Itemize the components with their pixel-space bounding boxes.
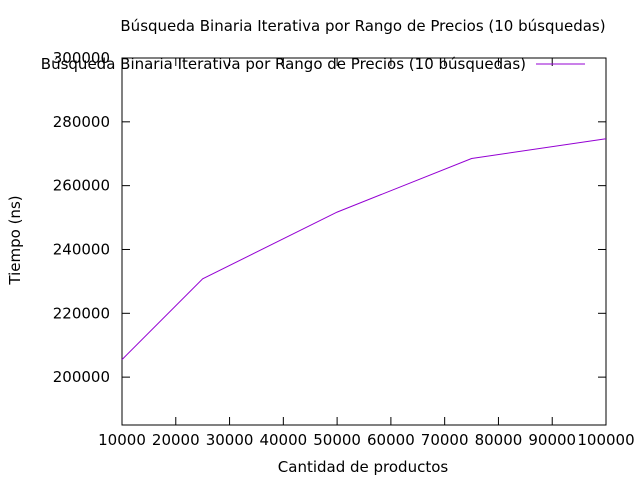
- y-axis-label: Tiempo (ns): [6, 195, 24, 285]
- x-tick-label: 100000: [577, 431, 634, 449]
- y-axis: 200000 220000 240000 260000 280000 300000: [53, 49, 606, 386]
- x-tick-label: 20000: [152, 431, 200, 449]
- y-tick-label: 300000: [53, 49, 110, 67]
- legend-label: Búsqueda Binaria Iterativa por Rango de …: [41, 55, 526, 73]
- x-tick-label: 90000: [528, 431, 576, 449]
- legend: Búsqueda Binaria Iterativa por Rango de …: [41, 55, 585, 73]
- plot-frame: [121, 57, 607, 426]
- y-tick-label: 240000: [53, 240, 110, 258]
- x-tick-label: 50000: [313, 431, 361, 449]
- x-tick-label: 30000: [206, 431, 254, 449]
- chart-title: Búsqueda Binaria Iterativa por Rango de …: [120, 17, 605, 35]
- x-tick-label: 10000: [98, 431, 146, 449]
- x-axis: 10000 20000 30000 40000 50000 60000 70000 80000…: [98, 58, 635, 449]
- x-tick-label: 80000: [475, 431, 523, 449]
- x-tick-label: 60000: [367, 431, 415, 449]
- y-tick-label: 260000: [53, 177, 110, 195]
- series-layer: [121, 138, 607, 360]
- series-line: [121, 138, 607, 360]
- y-tick-label: 200000: [53, 368, 110, 386]
- y-tick-label: 280000: [53, 113, 110, 131]
- x-tick-label: 40000: [259, 431, 307, 449]
- y-tick-label: 220000: [53, 304, 110, 322]
- x-axis-label: Cantidad de productos: [278, 458, 449, 476]
- x-tick-label: 70000: [421, 431, 469, 449]
